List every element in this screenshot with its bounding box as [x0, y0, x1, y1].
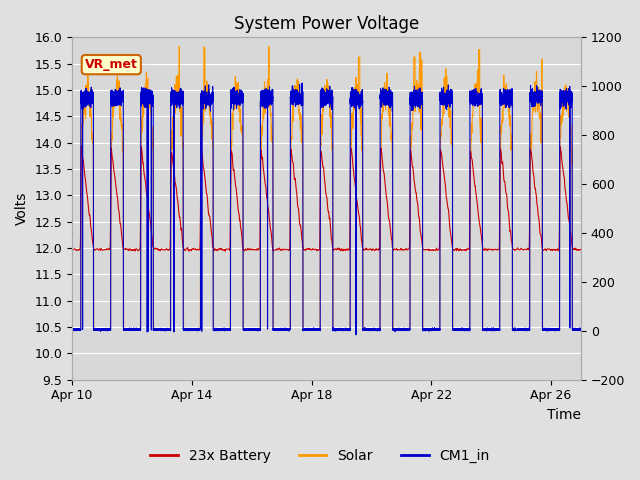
Text: VR_met: VR_met — [85, 58, 138, 71]
Title: System Power Voltage: System Power Voltage — [234, 15, 419, 33]
Y-axis label: Volts: Volts — [15, 192, 29, 225]
Legend: 23x Battery, Solar, CM1_in: 23x Battery, Solar, CM1_in — [145, 443, 495, 468]
X-axis label: Time: Time — [547, 408, 581, 422]
